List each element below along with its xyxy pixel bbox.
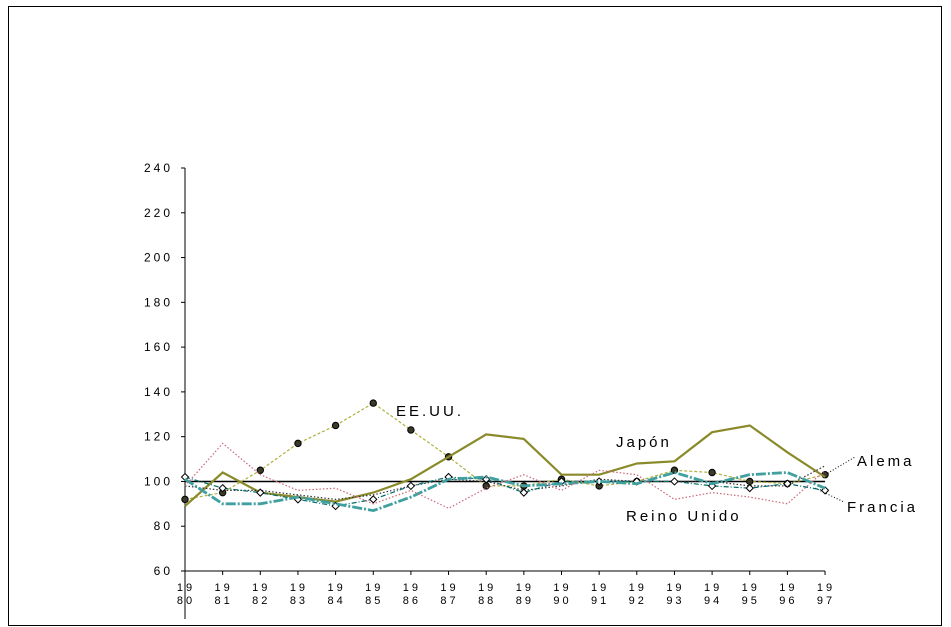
leader-francia — [814, 487, 845, 503]
label-japon: Japón — [616, 434, 672, 451]
x-tick-label-bottom: 90 — [553, 595, 571, 607]
series-point — [670, 477, 679, 486]
x-tick-label-top: 19 — [215, 582, 233, 594]
series-point — [482, 482, 490, 490]
x-tick-label-bottom: 95 — [742, 595, 760, 607]
x-tick-label-bottom: 89 — [516, 595, 534, 607]
series-line-1 — [184, 424, 826, 507]
x-tick-label-top: 19 — [327, 582, 345, 594]
y-axis-ticks: 60 80 100 120 140 160 180 200 220 240 — [144, 161, 185, 578]
label-eeuu: EE.UU. — [396, 403, 464, 420]
y-tick-label: 180 — [144, 295, 173, 309]
x-tick-label-top: 19 — [478, 582, 496, 594]
y-tick-label: 100 — [144, 474, 173, 488]
x-tick-label-top: 19 — [440, 582, 458, 594]
series-line-5 — [184, 442, 826, 509]
series-point — [407, 426, 415, 434]
y-tick-label: 220 — [144, 206, 173, 220]
series-point — [519, 488, 529, 497]
x-tick-label-bottom: 86 — [403, 595, 421, 607]
y-tick-label: 60 — [154, 564, 173, 578]
x-tick-label-top: 19 — [516, 582, 534, 594]
series-point — [256, 488, 265, 497]
series-point — [331, 421, 340, 430]
x-tick-label-top: 19 — [629, 582, 647, 594]
x-tick-label-top: 19 — [403, 582, 421, 594]
x-tick-label-top: 19 — [666, 582, 684, 594]
leader-alemania — [824, 456, 856, 476]
x-tick-label-top: 19 — [817, 582, 835, 594]
series-line-3 — [184, 476, 826, 507]
series-line-4 — [184, 471, 826, 513]
series-point — [256, 466, 265, 474]
x-tick-label-bottom: 94 — [704, 595, 722, 607]
series-point — [406, 481, 416, 491]
series-point — [369, 399, 377, 407]
label-reino-unido: Reino Unido — [626, 508, 742, 525]
y-tick-label: 240 — [144, 161, 173, 175]
x-tick-label-bottom: 93 — [666, 595, 684, 607]
x-tick-label-top: 19 — [779, 582, 797, 594]
x-tick-label-bottom: 84 — [327, 595, 345, 607]
x-tick-label-bottom: 82 — [252, 595, 270, 607]
y-tick-label: 200 — [144, 251, 173, 265]
x-tick-label-bottom: 92 — [629, 595, 647, 607]
x-tick-label-bottom: 96 — [779, 595, 797, 607]
series-labels: EE.UU. Japón Alema Francia Reino Unido — [396, 403, 918, 525]
series-line-0 — [184, 402, 826, 500]
series-point — [294, 439, 302, 448]
label-alemania: Alema — [857, 453, 915, 470]
series-point — [746, 477, 754, 486]
series-group — [180, 399, 830, 513]
series-point — [708, 468, 716, 477]
label-francia: Francia — [847, 499, 918, 516]
x-tick-label-bottom: 81 — [215, 595, 233, 607]
x-tick-label-bottom: 88 — [478, 595, 496, 607]
x-axis-ticks: 1980198119821983198419851986198719881989… — [177, 571, 835, 607]
x-tick-label-top: 19 — [742, 582, 760, 594]
y-tick-label: 160 — [144, 340, 173, 354]
series-point — [745, 483, 754, 493]
series-point — [783, 479, 792, 488]
x-tick-label-top: 19 — [553, 582, 571, 594]
chart-axes — [184, 168, 856, 619]
x-tick-label-bottom: 97 — [817, 595, 835, 607]
x-tick-label-top: 19 — [591, 582, 609, 594]
series-point — [369, 495, 378, 504]
y-tick-label: 120 — [144, 430, 173, 444]
x-tick-label-top: 19 — [252, 582, 270, 594]
y-tick-label: 140 — [144, 385, 173, 399]
x-tick-label-top: 19 — [290, 582, 308, 594]
x-tick-label-bottom: 80 — [177, 595, 195, 607]
y-tick-label: 80 — [154, 519, 173, 533]
x-tick-label-top: 19 — [365, 582, 383, 594]
x-tick-label-bottom: 87 — [440, 595, 458, 607]
series-point — [481, 474, 491, 484]
x-tick-label-top: 19 — [704, 582, 722, 594]
series-line-2 — [184, 465, 826, 501]
chart-frame: 60 80 100 120 140 160 180 200 220 240 19 80 19 81 19 8… — [8, 6, 942, 626]
series-point — [218, 483, 227, 493]
x-tick-label-bottom: 91 — [591, 595, 609, 607]
series-point — [181, 495, 189, 504]
x-tick-label-bottom: 85 — [365, 595, 383, 607]
x-tick-label-bottom: 83 — [290, 595, 308, 607]
x-tick-label-top: 19 — [177, 582, 195, 594]
